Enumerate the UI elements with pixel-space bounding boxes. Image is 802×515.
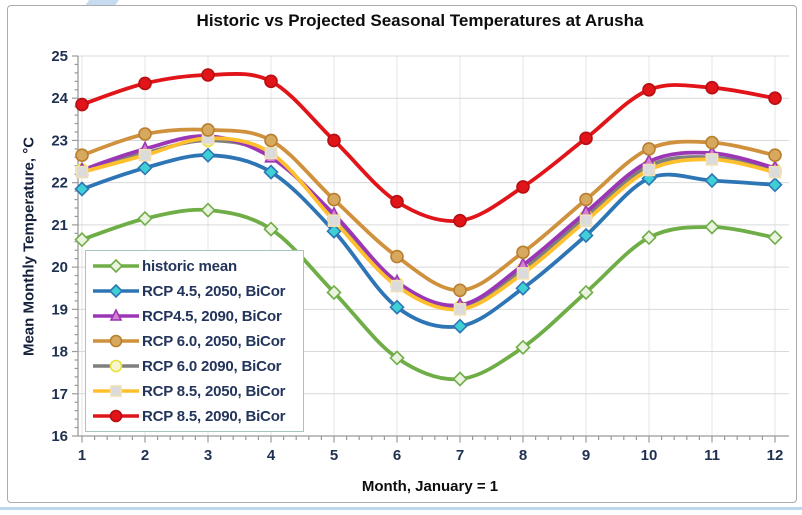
x-tick-label: 5 <box>330 447 338 464</box>
y-tick-label: 19 <box>51 301 68 318</box>
y-tick-label: 18 <box>51 344 68 361</box>
series-markers-3 <box>75 123 782 298</box>
legend-item: RCP 8.5, 2050, BiCor <box>92 379 303 403</box>
legend-label: RCP 8.5, 2050, BiCor <box>142 382 286 400</box>
y-tick-label: 23 <box>51 132 68 149</box>
y-axis-title: Mean Monthly Temperature, °C <box>20 136 38 357</box>
legend-swatch-icon <box>92 356 140 376</box>
y-tick-label: 20 <box>51 259 68 276</box>
x-tick-label: 1 <box>78 447 86 464</box>
legend-item: RCP 6.0, 2050, BiCor <box>92 329 303 353</box>
legend-swatch-icon <box>92 306 140 326</box>
legend-item: RCP4.5, 2090, BiCor <box>92 304 303 328</box>
x-tick-label: 2 <box>141 447 149 464</box>
legend-label: RCP 6.0 2090, BiCor <box>142 357 282 375</box>
y-tick-label: 24 <box>51 90 68 107</box>
legend-label: RCP 4.5, 2050, BiCor <box>142 282 286 300</box>
legend-swatch-icon <box>92 406 140 426</box>
y-tick-label: 21 <box>51 217 68 234</box>
x-tick-label: 3 <box>204 447 212 464</box>
legend-swatch-icon <box>92 331 140 351</box>
chart-title: Historic vs Projected Seasonal Temperatu… <box>196 11 644 30</box>
x-tick-label: 8 <box>519 447 527 464</box>
x-tick-label: 4 <box>267 447 276 464</box>
series-markers-0 <box>74 202 783 387</box>
series-markers-6 <box>75 68 782 228</box>
x-tick-label: 11 <box>704 447 720 464</box>
y-tick-label: 17 <box>51 386 68 403</box>
page-bottom-rule <box>0 507 802 510</box>
y-tick-label: 22 <box>51 175 68 192</box>
x-tick-label: 6 <box>393 447 401 464</box>
chart-legend: historic mean RCP 4.5, 2050, BiCor RCP4.… <box>85 250 304 432</box>
y-tick-label: 25 <box>51 48 68 65</box>
legend-swatch-icon <box>92 281 140 301</box>
x-tick-label: 12 <box>767 447 784 464</box>
series-markers-5 <box>75 132 782 316</box>
x-tick-label: 10 <box>641 447 658 464</box>
series-line-6 <box>80 71 777 224</box>
legend-label: RCP 6.0, 2050, BiCor <box>142 332 286 350</box>
legend-item: RCP 4.5, 2050, BiCor <box>92 279 303 303</box>
legend-label: historic mean <box>142 257 237 275</box>
x-tick-label: 9 <box>582 447 590 464</box>
x-axis-title: Month, January = 1 <box>361 478 499 495</box>
legend-swatch-icon <box>92 256 140 276</box>
legend-item: RCP 8.5, 2090, BiCor <box>92 404 303 428</box>
y-tick-label: 16 <box>51 428 68 445</box>
x-tick-label: 7 <box>456 447 464 464</box>
legend-item: RCP 6.0 2090, BiCor <box>92 354 303 378</box>
legend-label: RCP4.5, 2090, BiCor <box>142 307 282 325</box>
legend-label: RCP 8.5, 2090, BiCor <box>142 407 286 425</box>
legend-swatch-icon <box>92 381 140 401</box>
legend-item: historic mean <box>92 254 303 278</box>
